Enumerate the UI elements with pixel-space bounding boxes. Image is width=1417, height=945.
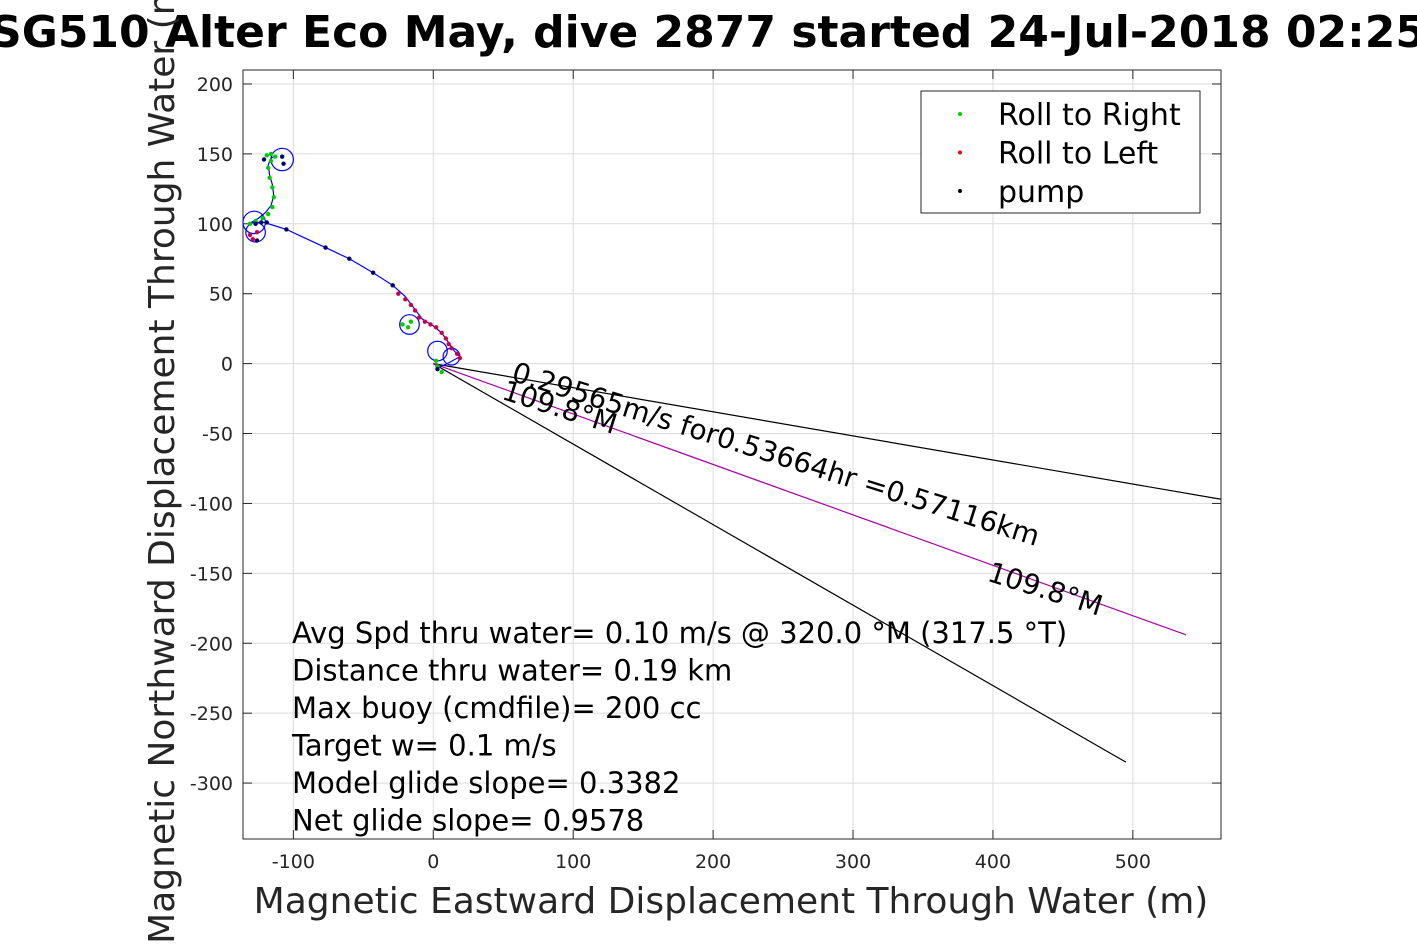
legend-label: Roll to Right [998, 98, 1181, 133]
heading-line [432, 363, 1127, 763]
ticks: -100 0 100 200 300 400 500200150100500-50-100-… [190, 70, 1221, 873]
stats-line: Net glide slope= 0.9578 [292, 804, 644, 838]
data-point [370, 270, 376, 275]
data-point [422, 319, 428, 324]
data-point [390, 283, 395, 288]
stats-line: Target w= 0.1 m/s [291, 729, 557, 763]
y-tick-label: 150 [197, 144, 233, 166]
data-point [264, 153, 269, 158]
data-point [258, 220, 264, 225]
data-point [267, 175, 272, 180]
data-point [254, 229, 260, 235]
data-point [433, 325, 439, 330]
data-point [247, 221, 253, 226]
stats-block: Avg Spd thru water= 0.10 m/s @ 320.0 °M … [291, 616, 1067, 838]
data-point [408, 302, 414, 308]
y-tick-label: -50 [202, 424, 233, 446]
data-point [443, 336, 449, 341]
legend-box [920, 90, 1201, 214]
data-point [428, 322, 433, 327]
data-point [284, 227, 289, 232]
data-point [439, 369, 444, 375]
chart-title: SG510 Alter Eco May, dive 2877 started 2… [0, 7, 1417, 58]
track-loop [399, 314, 420, 335]
data-point [281, 161, 286, 166]
stats-line: Distance thru water= 0.19 km [292, 654, 732, 688]
data-point [270, 204, 275, 210]
y-tick-label: 50 [209, 284, 233, 306]
y-tick-label: 200 [197, 74, 233, 96]
y-tick-label: -250 [190, 703, 233, 725]
data-point [247, 232, 253, 238]
stats-line: Max buoy (cmdfile)= 200 cc [292, 691, 701, 725]
data-point [408, 319, 414, 324]
data-point [439, 330, 444, 336]
legend-marker [958, 150, 962, 155]
data-point [253, 221, 258, 226]
x-tick-label: -100 [272, 851, 315, 873]
x-tick-label: 100 [555, 851, 591, 873]
data-point [400, 322, 405, 327]
stats-line: Model glide slope= 0.3382 [292, 766, 680, 800]
legend-label: Roll to Left [998, 137, 1158, 172]
data-point [457, 355, 463, 361]
data-point [396, 291, 401, 296]
data-point [261, 157, 267, 162]
data-point [435, 367, 440, 372]
y-tick-label: 0 [221, 354, 233, 376]
y-tick-label: -300 [190, 773, 233, 795]
legend-marker [958, 112, 962, 116]
data-point [272, 154, 278, 159]
x-tick-label: 400 [975, 851, 1011, 873]
heading-line [433, 363, 1222, 500]
data-point [412, 308, 418, 313]
y-tick-label: -150 [190, 563, 233, 585]
data-point [403, 297, 408, 302]
data-point [446, 341, 451, 347]
plot-frame [242, 69, 1222, 840]
data-point [417, 315, 422, 320]
data-point [323, 245, 328, 250]
legend-marker [958, 189, 962, 193]
y-tick-label: 100 [197, 214, 233, 236]
data-point [250, 236, 255, 242]
y-axis-label: Magnetic Northward Displacement Through … [142, 0, 183, 944]
data-point [268, 151, 274, 157]
heading-line [433, 363, 1187, 636]
x-tick-label: 300 [835, 851, 871, 873]
y-tick-label: -200 [190, 633, 233, 655]
plot-marks [242, 147, 1222, 763]
data-point [265, 165, 271, 171]
y-tick-label: -100 [190, 493, 233, 515]
x-tick-label: 0 [427, 851, 439, 873]
grid [243, 70, 1221, 839]
data-point [271, 195, 276, 200]
data-point [264, 220, 269, 225]
x-tick-label: 500 [1115, 851, 1151, 873]
data-point [268, 158, 274, 164]
data-point [433, 358, 439, 364]
data-point [270, 185, 275, 190]
x-tick-label: 200 [695, 851, 731, 873]
x-axis-label: Magnetic Eastward Displacement Through W… [254, 881, 1209, 922]
data-point [254, 238, 260, 243]
legend-label: pump [998, 175, 1084, 210]
data-point [347, 256, 352, 261]
data-point [279, 154, 285, 159]
stats-line: Avg Spd thru water= 0.10 m/s @ 320.0 °M … [292, 616, 1067, 650]
data-point [405, 325, 411, 330]
data-point [265, 211, 271, 217]
data-point [260, 216, 265, 221]
data-point [449, 346, 454, 351]
data-point [454, 351, 460, 357]
